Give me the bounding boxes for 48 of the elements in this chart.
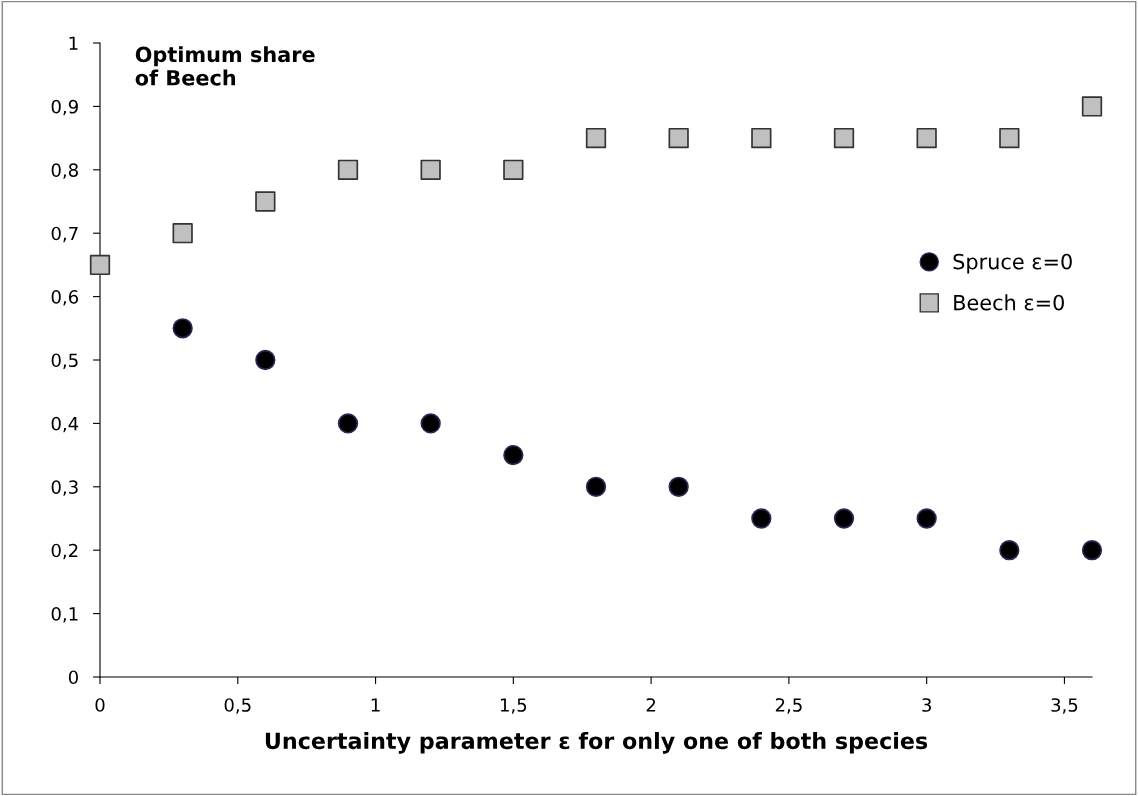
point [255,349,276,371]
point [751,508,772,529]
y-axis-title: Optimum share of Beech [135,46,315,86]
point [420,159,441,180]
point [1081,96,1103,117]
point [255,191,276,212]
y-tick-label: 0 [68,670,78,685]
y-tick-label: 0,7 [51,226,78,243]
x-tick-label: 2,5 [775,698,802,714]
point [916,127,937,149]
x-tick-label: 1 [371,698,380,712]
x-tick-label: 3,5 [1051,698,1078,714]
point [751,127,772,149]
y-tick-label: 1 [69,36,78,50]
y-tick-label: 0,4 [51,416,79,433]
point [420,413,441,434]
point [999,127,1020,149]
x-axis-title: Uncertainty parameter ε for only one of both species [265,731,928,754]
y-tick-label: 0,8 [51,163,78,179]
x-tick-label: 2 [646,698,656,712]
y-tick-label: 0,2 [51,543,78,560]
point [999,540,1020,561]
x-tick-label: 1,5 [500,698,527,714]
y-tick-label: 0,5 [51,353,78,369]
point [668,476,689,497]
y-tick-label: 0,9 [51,99,78,116]
point [172,318,193,339]
y-tick-label: 0,6 [51,290,79,306]
point [833,508,855,529]
y-tick-label: 0,1 [51,607,78,623]
legend-label: Spruce ε=0 [953,253,1072,274]
point [337,413,359,434]
point [89,254,111,276]
point [172,223,193,244]
point [668,127,689,149]
point [916,508,937,529]
point [1081,540,1103,561]
y-tick-label: 0,3 [51,480,78,496]
point [585,476,607,497]
point [833,127,855,149]
x-tick-label: 0,5 [224,698,251,714]
point [503,444,524,466]
x-tick-label: 0 [95,698,105,712]
point [337,159,359,180]
x-tick-label: 3 [922,698,931,712]
point [503,159,524,180]
point [585,127,607,149]
legend-label: Beech ε=0 [954,294,1064,311]
